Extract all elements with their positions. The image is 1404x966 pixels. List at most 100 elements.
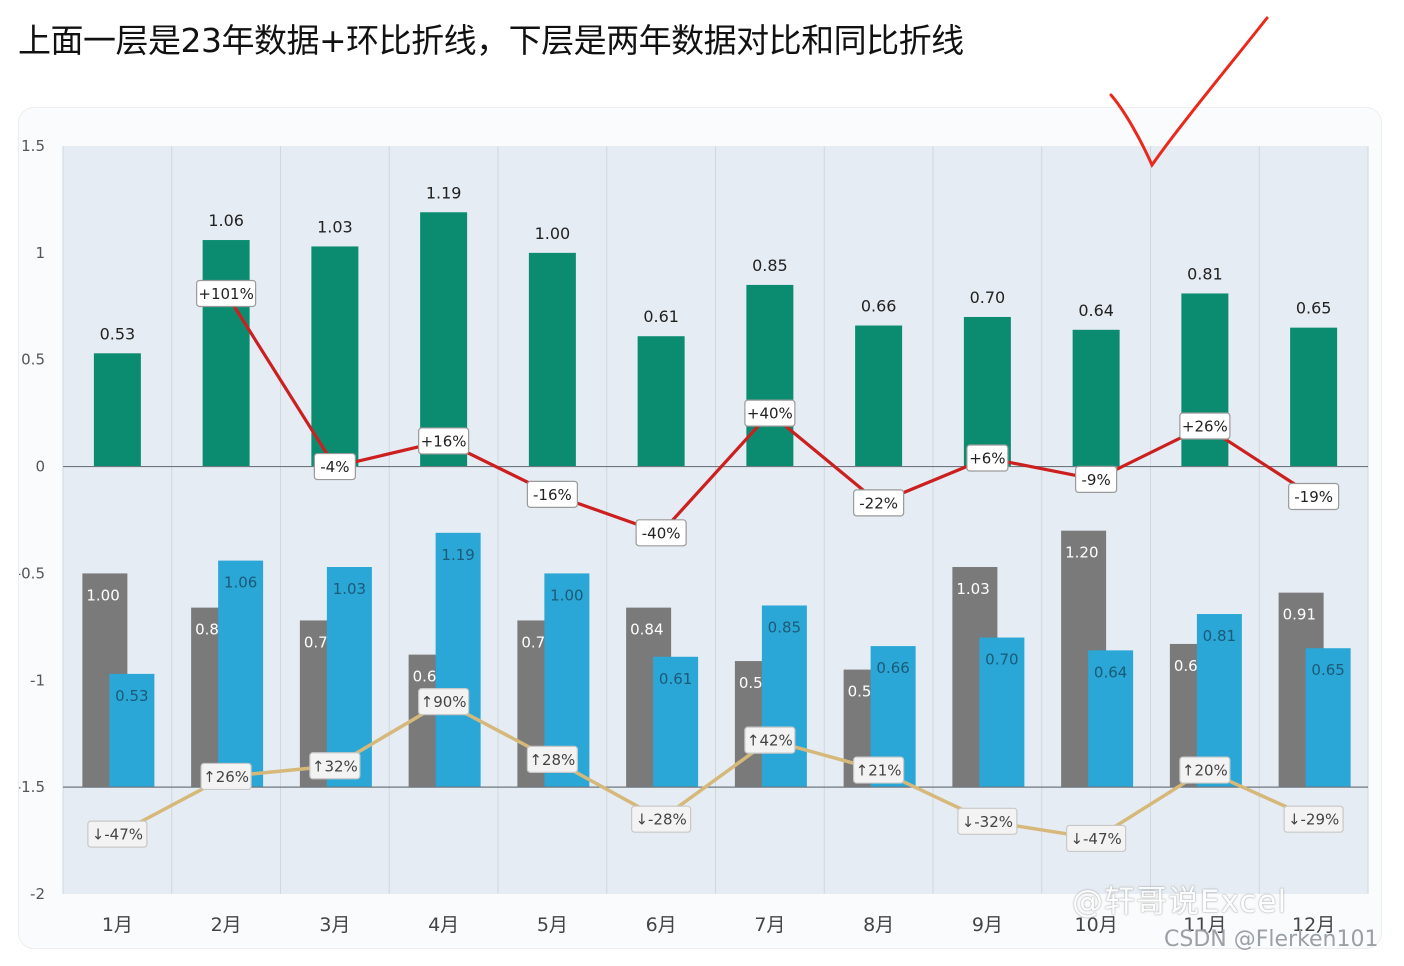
- top-bar-label: 1.00: [535, 224, 571, 243]
- yoy-label-box: [853, 756, 905, 784]
- cur-year-bar-label: 1.00: [550, 586, 583, 604]
- top-bar-label: 1.06: [208, 211, 244, 230]
- prev-year-bar-label: 1.20: [1065, 544, 1098, 562]
- cur-year-bar: [761, 605, 807, 788]
- mom-label: -22%: [853, 489, 905, 517]
- top-bar: [202, 240, 250, 467]
- cur-year-bar-label: 0.66: [876, 659, 909, 677]
- prev-year-bar-label: 0.84: [630, 621, 663, 639]
- mom-label-box: [1288, 482, 1340, 511]
- top-bar-label: 0.66: [861, 297, 897, 316]
- x-tick-label: 10月: [1075, 914, 1118, 936]
- yoy-label-text: ↓-47%: [92, 826, 143, 844]
- yoy-label: ↑42%: [744, 726, 796, 754]
- check-mark-stroke: [1109, 16, 1269, 169]
- prev-year-bar-label: 1.03: [956, 580, 989, 598]
- top-bar-label: 1.19: [426, 183, 462, 202]
- yoy-label-box: [1179, 756, 1231, 784]
- mom-label: +16%: [418, 427, 470, 455]
- top-bar-label: 1.03: [317, 217, 353, 236]
- x-tick-label: 2月: [211, 914, 242, 936]
- top-bar: [1181, 293, 1229, 467]
- x-tick-label: 12月: [1292, 914, 1335, 936]
- cur-year-bar-label: 0.64: [1094, 663, 1127, 681]
- mom-label-text: +40%: [747, 405, 793, 423]
- yoy-label-box: [1283, 805, 1344, 833]
- cur-year-bar: [435, 532, 481, 788]
- y-tick-label: -2: [30, 885, 45, 903]
- mom-label-box: [966, 444, 1009, 472]
- top-bar: [93, 353, 141, 467]
- yoy-label-text: ↓-47%: [1070, 830, 1121, 848]
- cur-year-bar: [979, 637, 1025, 788]
- mom-label: -19%: [1288, 482, 1340, 511]
- mom-label-box: [313, 452, 356, 481]
- yoy-label-box: [631, 805, 692, 833]
- y-tick-label: -1.5: [19, 778, 45, 796]
- mom-label: -16%: [526, 480, 578, 508]
- mom-label-box: [196, 279, 257, 308]
- top-bar: [855, 325, 903, 467]
- top-bar: [1072, 329, 1120, 467]
- x-tick-label: 1月: [102, 914, 133, 936]
- yoy-label-box: [957, 807, 1018, 835]
- mom-label-box: [635, 519, 687, 547]
- cur-year-bar-label: 0.81: [1203, 627, 1236, 645]
- yoy-label: ↑90%: [418, 688, 470, 716]
- x-tick-label: 3月: [319, 914, 350, 936]
- yoy-label-text: ↑32%: [312, 757, 358, 775]
- yoy-label: ↑21%: [853, 756, 905, 784]
- x-tick-label: 8月: [863, 914, 894, 936]
- yoy-label-box: [744, 726, 796, 754]
- cur-year-bar-label: 1.19: [441, 546, 474, 564]
- mom-label: -40%: [635, 519, 687, 547]
- mom-label-text: -40%: [642, 524, 681, 542]
- mom-label-text: +16%: [421, 432, 467, 450]
- top-bar: [746, 284, 794, 467]
- top-bar: [311, 246, 359, 467]
- mom-label-text: +101%: [198, 285, 253, 303]
- mom-label-box: [1075, 465, 1118, 493]
- yoy-label: ↓-29%: [1283, 805, 1344, 833]
- y-tick-label: 1.5: [21, 137, 45, 155]
- yoy-label-box: [418, 688, 470, 716]
- x-tick-label: 11月: [1183, 914, 1226, 936]
- cur-year-bar-label: 1.03: [333, 580, 366, 598]
- mom-label-box: [1179, 412, 1231, 440]
- watermark-csdn: CSDN @Flerken101: [1164, 927, 1379, 952]
- yoy-label-text: ↑21%: [856, 762, 902, 780]
- yoy-label-box: [1066, 824, 1127, 853]
- cur-year-bar-label: 0.85: [768, 618, 801, 636]
- yoy-label: ↓-47%: [1066, 824, 1127, 853]
- top-bar-label: 0.81: [1187, 264, 1223, 283]
- y-tick-label: 1: [35, 244, 45, 262]
- cur-year-bar-label: 0.53: [115, 687, 148, 705]
- top-bar: [420, 212, 468, 467]
- yoy-label-box: [309, 752, 361, 780]
- mom-label: +6%: [966, 444, 1009, 472]
- y-tick-label: 0: [35, 458, 45, 476]
- y-tick-label: -1: [30, 671, 45, 689]
- yoy-label: ↓-32%: [957, 807, 1018, 835]
- mom-label-text: -9%: [1082, 471, 1111, 489]
- yoy-label-box: [87, 820, 148, 848]
- mom-label-box: [744, 399, 796, 427]
- yoy-label: ↓-47%: [87, 820, 148, 848]
- cur-year-bar-label: 1.06: [224, 574, 257, 592]
- mom-label-text: -4%: [320, 458, 349, 476]
- cur-year-bar: [1088, 650, 1134, 788]
- yoy-label: ↑32%: [309, 752, 361, 780]
- prev-year-bar-label: 0.91: [1283, 606, 1316, 624]
- yoy-label-text: ↑90%: [421, 693, 467, 711]
- yoy-label-text: ↓-32%: [962, 813, 1013, 831]
- mom-label: -9%: [1075, 465, 1118, 493]
- yoy-label: ↑26%: [200, 762, 252, 791]
- mom-label-text: +26%: [1182, 417, 1228, 435]
- mom-label-text: -22%: [859, 494, 898, 512]
- top-bar-label: 0.53: [100, 324, 136, 343]
- x-tick-label: 5月: [537, 914, 568, 936]
- cur-year-bar-label: 0.65: [1311, 661, 1344, 679]
- top-bar: [528, 252, 576, 467]
- cur-year-bar: [653, 656, 699, 788]
- prev-year-bar-label: 1.00: [86, 586, 119, 604]
